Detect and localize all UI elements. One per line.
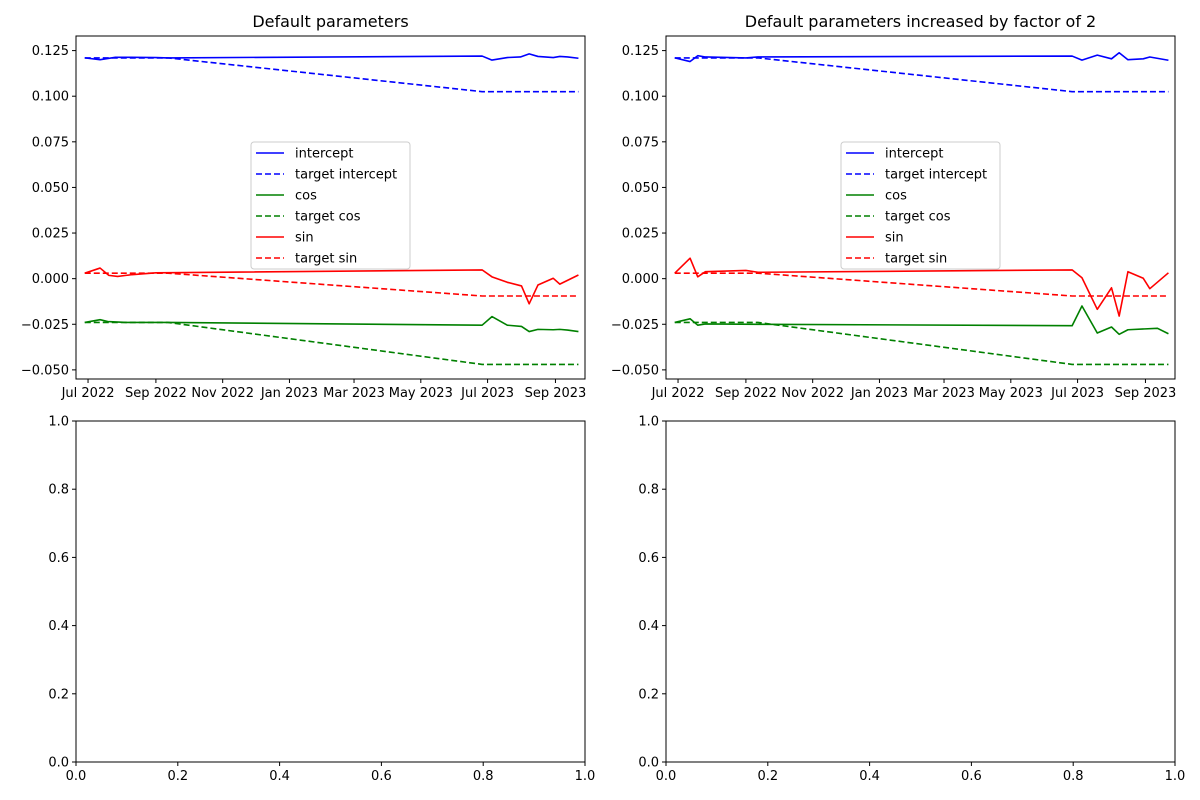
x-tick-label: 0.0 <box>66 769 87 784</box>
y-tick-label: 1.0 <box>48 415 69 430</box>
series-line-target-cos <box>674 321 1169 366</box>
legend-label: target cos <box>295 210 361 225</box>
x-tick-label: Sep 2023 <box>525 386 587 401</box>
legend-label: intercept <box>295 147 354 162</box>
x-tick-label: 0.0 <box>656 769 677 784</box>
y-tick-label: 0.050 <box>32 181 69 196</box>
y-tick-label: 0.2 <box>638 687 659 702</box>
x-tick-label: 1.0 <box>1165 769 1186 784</box>
legend-label: sin <box>295 231 314 246</box>
legend-label: target sin <box>885 252 947 267</box>
x-tick-label: Jan 2023 <box>260 386 318 401</box>
series-line-intercept <box>84 53 579 61</box>
y-tick-label: 0.075 <box>32 135 69 150</box>
x-tick-label: Jul 2022 <box>651 386 705 401</box>
axes-frame <box>75 35 586 380</box>
y-tick-label: 1.0 <box>638 415 659 430</box>
x-tick-label: Sep 2022 <box>715 386 777 401</box>
legend-label: sin <box>885 231 904 246</box>
x-tick-label: Jul 2022 <box>61 386 115 401</box>
x-tick-label: Jan 2023 <box>850 386 908 401</box>
x-tick-label: May 2023 <box>979 386 1043 401</box>
y-tick-label: 0.0 <box>48 756 69 771</box>
y-tick-label: 0.2 <box>48 687 69 702</box>
y-tick-label: −0.025 <box>21 318 69 333</box>
legend-box <box>250 141 411 270</box>
legend-label: target intercept <box>295 168 397 183</box>
series-line-intercept <box>674 51 1169 63</box>
axes-frame <box>665 420 1176 763</box>
y-tick-label: −0.050 <box>611 363 659 378</box>
x-tick-label: May 2023 <box>389 386 453 401</box>
legend-box <box>840 141 1001 270</box>
x-tick-label: 0.2 <box>167 769 188 784</box>
y-tick-label: 0.0 <box>638 756 659 771</box>
series-line-target-sin <box>84 272 579 297</box>
x-tick-label: 1.0 <box>575 769 596 784</box>
legend: intercept target intercept cos target cos si… <box>840 141 1001 270</box>
chart-title: Default parameters increased by factor o… <box>745 12 1096 31</box>
subplot-3: 0.0 0.2 0.4 0.6 0.8 1.0 0.0 0.2 0.4 0.6 0.8 1.0 <box>48 415 595 785</box>
y-tick-label: 0.100 <box>622 90 659 105</box>
series-line-cos <box>84 315 579 333</box>
axes-frame <box>665 35 1176 380</box>
x-tick-label: Jul 2023 <box>460 386 514 401</box>
y-tick-label: 0.4 <box>638 619 659 634</box>
x-tick-label: 0.4 <box>269 769 290 784</box>
y-tick-label: 0.000 <box>622 272 659 287</box>
y-tick-label: −0.025 <box>611 318 659 333</box>
y-tick-label: 0.4 <box>48 619 69 634</box>
chart-title: Default parameters <box>252 12 408 31</box>
x-tick-label: Nov 2022 <box>781 386 844 401</box>
y-tick-label: 0.8 <box>638 483 659 498</box>
legend-label: cos <box>295 189 317 204</box>
legend-label: target cos <box>885 210 951 225</box>
x-tick-label: Jul 2023 <box>1050 386 1104 401</box>
x-tick-label: Sep 2023 <box>1115 386 1177 401</box>
legend-label: target sin <box>295 252 357 267</box>
y-tick-label: −0.050 <box>21 363 69 378</box>
axes-frame <box>75 420 586 763</box>
series-line-cos <box>674 305 1169 336</box>
series-line-target-intercept <box>674 57 1169 93</box>
legend: intercept target intercept cos target cos si… <box>250 141 411 270</box>
subplot-4: 0.0 0.2 0.4 0.6 0.8 1.0 0.0 0.2 0.4 0.6 0.8 1.0 <box>638 415 1185 785</box>
legend-label: intercept <box>885 147 944 162</box>
y-tick-label: 0.025 <box>32 227 69 242</box>
x-tick-label: Mar 2023 <box>323 386 385 401</box>
x-tick-label: 0.2 <box>757 769 778 784</box>
y-tick-label: 0.6 <box>638 551 659 566</box>
x-tick-label: 0.4 <box>859 769 880 784</box>
x-tick-label: Nov 2022 <box>191 386 254 401</box>
y-tick-label: 0.125 <box>32 44 69 59</box>
y-tick-label: 0.6 <box>48 551 69 566</box>
y-tick-label: 0.000 <box>32 272 69 287</box>
series-line-target-sin <box>674 272 1169 297</box>
x-tick-label: Mar 2023 <box>913 386 975 401</box>
y-tick-label: 0.8 <box>48 483 69 498</box>
series-line-sin <box>84 267 579 305</box>
legend-label: cos <box>885 189 907 204</box>
x-tick-label: 0.8 <box>1063 769 1084 784</box>
series-line-sin <box>674 257 1169 317</box>
legend-label: target intercept <box>885 168 987 183</box>
x-tick-label: 0.6 <box>961 769 982 784</box>
y-tick-label: 0.100 <box>32 90 69 105</box>
x-tick-label: 0.8 <box>473 769 494 784</box>
series-line-target-cos <box>84 321 579 366</box>
y-tick-label: 0.075 <box>622 135 659 150</box>
subplot-1: Jul 2022 Sep 2022 Nov 2022 Jan 2023 Mar 2023… <box>21 12 586 401</box>
x-tick-label: Sep 2022 <box>125 386 187 401</box>
y-tick-label: 0.125 <box>622 44 659 59</box>
y-tick-label: 0.025 <box>622 227 659 242</box>
subplot-2: Jul 2022 Sep 2022 Nov 2022 Jan 2023 Mar 2023… <box>611 12 1176 401</box>
series-line-target-intercept <box>84 57 579 93</box>
x-tick-label: 0.6 <box>371 769 392 784</box>
y-tick-label: 0.050 <box>622 181 659 196</box>
